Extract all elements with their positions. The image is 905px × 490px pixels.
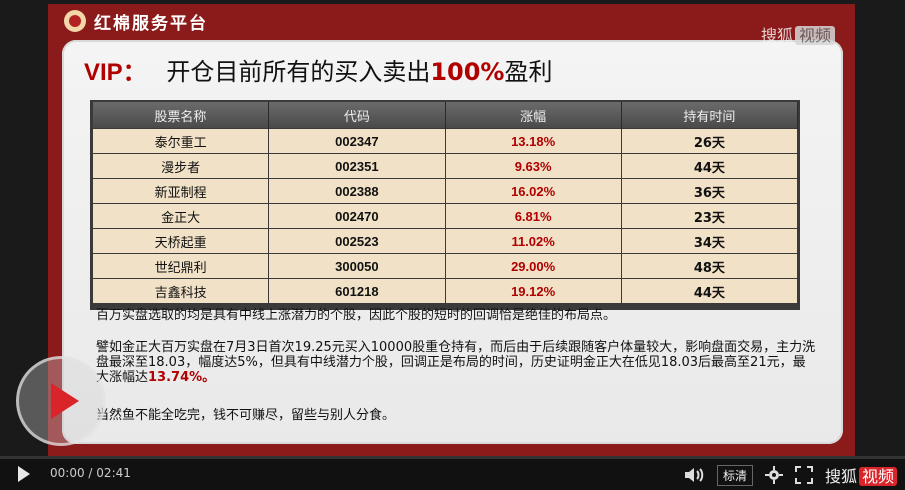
big-play-button[interactable] (16, 356, 106, 446)
sohu-watermark: 搜狐 视频 tv.sohu.com (761, 22, 835, 62)
cell-name: 泰尔重工 (91, 128, 270, 154)
header-gain: 涨幅 (445, 102, 622, 129)
table-row: 世纪鼎利 300050 29.00% 48天 (91, 253, 799, 279)
title-main: 开仓目前所有的买入卖出 (158, 58, 431, 86)
paragraph-example-highlight: 13.74%。 (148, 370, 216, 385)
cell-gain: 16.02% (444, 178, 622, 204)
cell-hold: 36天 (620, 178, 799, 204)
cell-gain: 11.02% (444, 228, 622, 254)
current-time: 00:00 (50, 466, 85, 480)
cell-hold: 48天 (620, 253, 799, 279)
cell-code: 002347 (268, 128, 446, 154)
cell-name: 新亚制程 (91, 178, 270, 204)
page-title: VIP： 开仓目前所有的买入卖出100%盈利 (84, 52, 552, 87)
cell-code: 002523 (268, 228, 446, 254)
title-vip: VIP： (84, 59, 147, 86)
paragraph-intro: 百万实盘选取的均是具有中线上涨潜力的个股，因此个股的短时的回调恰是绝佳的布局点。 (96, 308, 617, 323)
brand: 红棉服务平台 (64, 8, 208, 34)
table-row: 新亚制程 002388 16.02% 36天 (91, 178, 799, 204)
watermark-url: tv.sohu.com (762, 48, 835, 62)
brand-logo-icon (64, 10, 86, 32)
header-name: 股票名称 (92, 102, 270, 129)
cell-name: 吉鑫科技 (91, 278, 270, 304)
video-frame[interactable]: 红棉服务平台 VIP： 开仓目前所有的买入卖出100%盈利 股票名称 代码 涨幅… (0, 0, 905, 456)
cell-code: 300050 (268, 253, 446, 279)
cell-gain: 19.12% (444, 278, 622, 304)
cell-hold: 34天 (620, 228, 799, 254)
right-controls: 标清 搜狐 视频 (683, 463, 897, 487)
player-brand-text: 搜狐 (824, 467, 857, 486)
player-brand-badge: 视频 (858, 467, 897, 486)
cell-code: 002388 (268, 178, 446, 204)
cell-hold: 44天 (620, 153, 799, 179)
table-row: 吉鑫科技 601218 19.12% 44天 (91, 278, 799, 304)
header-hold: 持有时间 (621, 102, 799, 129)
table-header-row: 股票名称 代码 涨幅 持有时间 (92, 102, 799, 129)
table-row: 天桥起重 002523 11.02% 34天 (91, 228, 799, 254)
cell-hold: 44天 (620, 278, 799, 304)
watermark-badge: 视频 (794, 26, 835, 45)
cell-code: 601218 (268, 278, 446, 304)
gear-icon[interactable] (764, 466, 783, 484)
player-brand: 搜狐 视频 (825, 463, 897, 487)
volume-icon[interactable] (683, 466, 705, 484)
cell-name: 天桥起重 (91, 228, 270, 254)
cell-code: 002470 (268, 203, 446, 229)
table-row: 金正大 002470 6.81% 23天 (91, 203, 799, 229)
cell-name: 世纪鼎利 (91, 253, 270, 279)
player-controls: 00:00 / 02:41 标清 (0, 456, 905, 490)
time-separator: / (88, 466, 93, 480)
paragraph-closing: 当然鱼不能全吃完，钱不可赚尽，留些与别人分食。 (96, 408, 396, 423)
cell-gain: 6.81% (444, 203, 622, 229)
cell-name: 漫步者 (91, 153, 270, 179)
stock-table: 股票名称 代码 涨幅 持有时间 泰尔重工 002347 13.18% 26天 (90, 100, 800, 310)
cell-gain: 13.18% (444, 128, 622, 154)
fullscreen-icon[interactable] (794, 466, 813, 484)
play-icon (51, 383, 79, 419)
progress-bar[interactable] (0, 456, 905, 459)
quality-button[interactable]: 标清 (716, 464, 753, 486)
content-panel: VIP： 开仓目前所有的买入卖出100%盈利 股票名称 代码 涨幅 持有时间 (62, 40, 843, 444)
play-button[interactable] (18, 466, 30, 482)
title-suffix: 盈利 (504, 58, 553, 86)
cell-gain: 9.63% (444, 153, 622, 179)
cell-name: 金正大 (91, 203, 270, 229)
cell-hold: 23天 (620, 203, 799, 229)
header-code: 代码 (268, 102, 446, 129)
table-row: 泰尔重工 002347 13.18% 26天 (91, 128, 799, 154)
slide: 红棉服务平台 VIP： 开仓目前所有的买入卖出100%盈利 股票名称 代码 涨幅… (48, 4, 855, 456)
title-percent: 100% (430, 58, 505, 86)
cell-code: 002351 (268, 153, 446, 179)
brand-text: 红棉服务平台 (94, 13, 208, 34)
watermark-text: 搜狐 (760, 26, 793, 45)
table-row: 漫步者 002351 9.63% 44天 (91, 153, 799, 179)
paragraph-example: 譬如金正大百万实盘在7月3日首次19.25元买入10000股重仓持有，而后由于后… (96, 340, 816, 385)
paragraph-example-text: 譬如金正大百万实盘在7月3日首次19.25元买入10000股重仓持有，而后由于后… (96, 340, 816, 385)
time-display: 00:00 / 02:41 (50, 466, 131, 480)
duration: 02:41 (96, 466, 131, 480)
cell-gain: 29.00% (444, 253, 622, 279)
cell-hold: 26天 (620, 128, 799, 154)
